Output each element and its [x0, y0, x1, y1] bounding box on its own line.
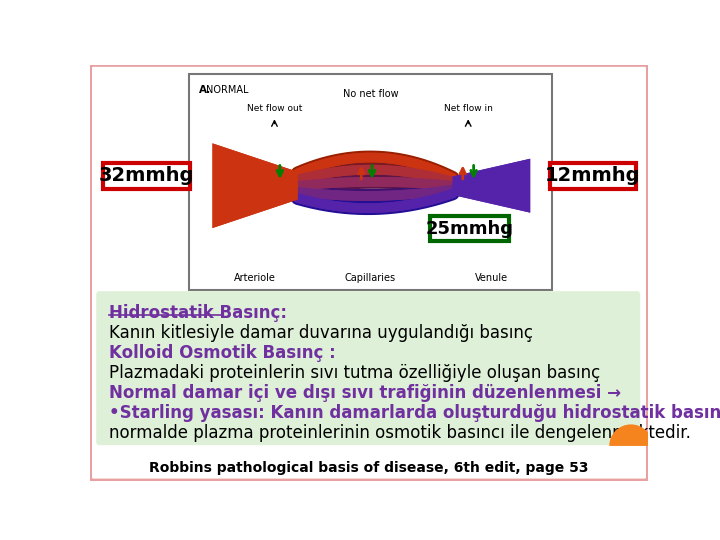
FancyBboxPatch shape	[189, 74, 552, 289]
Text: normalde plazma proteinlerinin osmotik basıncı ile dengelenmektedir.: normalde plazma proteinlerinin osmotik b…	[109, 423, 690, 442]
Text: •Starling yasası: Kanın damarlarda oluşturduğu hidrostatik basınç: •Starling yasası: Kanın damarlarda oluşt…	[109, 403, 720, 422]
Polygon shape	[212, 143, 297, 228]
Polygon shape	[453, 159, 530, 213]
Text: Hidrostatik Basınç:: Hidrostatik Basınç:	[109, 303, 287, 321]
Text: 32mmhg: 32mmhg	[99, 166, 194, 185]
Text: Net flow in: Net flow in	[444, 104, 492, 112]
Text: No net flow: No net flow	[343, 90, 398, 99]
FancyBboxPatch shape	[96, 291, 640, 445]
Text: Kolloid Osmotik Basınç :: Kolloid Osmotik Basınç :	[109, 343, 336, 362]
Text: A.: A.	[199, 85, 211, 95]
FancyBboxPatch shape	[431, 217, 509, 241]
FancyBboxPatch shape	[103, 163, 190, 189]
Text: 25mmhg: 25mmhg	[426, 220, 514, 238]
Text: Arteriole: Arteriole	[234, 273, 276, 284]
Text: Net flow out: Net flow out	[247, 104, 302, 112]
Text: Kanın kitlesiyle damar duvarına uygulandığı basınç: Kanın kitlesiyle damar duvarına uyguland…	[109, 323, 533, 341]
FancyBboxPatch shape	[89, 64, 649, 481]
Wedge shape	[609, 424, 652, 446]
Text: Plazmadaki proteinlerin sıvı tutma özelliğiyle oluşan basınç: Plazmadaki proteinlerin sıvı tutma özell…	[109, 363, 600, 382]
Text: NORMAL: NORMAL	[206, 85, 248, 95]
Polygon shape	[212, 143, 297, 228]
Polygon shape	[453, 159, 530, 213]
Text: Capillaries: Capillaries	[345, 273, 396, 284]
Text: Normal damar içi ve dışı sıvı trafiğinin düzenlenmesi →: Normal damar içi ve dışı sıvı trafiğinin…	[109, 383, 621, 402]
Text: Robbins pathological basis of disease, 6th edit, page 53: Robbins pathological basis of disease, 6…	[149, 461, 589, 475]
Text: 12mmhg: 12mmhg	[545, 166, 641, 185]
FancyBboxPatch shape	[549, 163, 636, 189]
Text: Venule: Venule	[475, 273, 508, 284]
